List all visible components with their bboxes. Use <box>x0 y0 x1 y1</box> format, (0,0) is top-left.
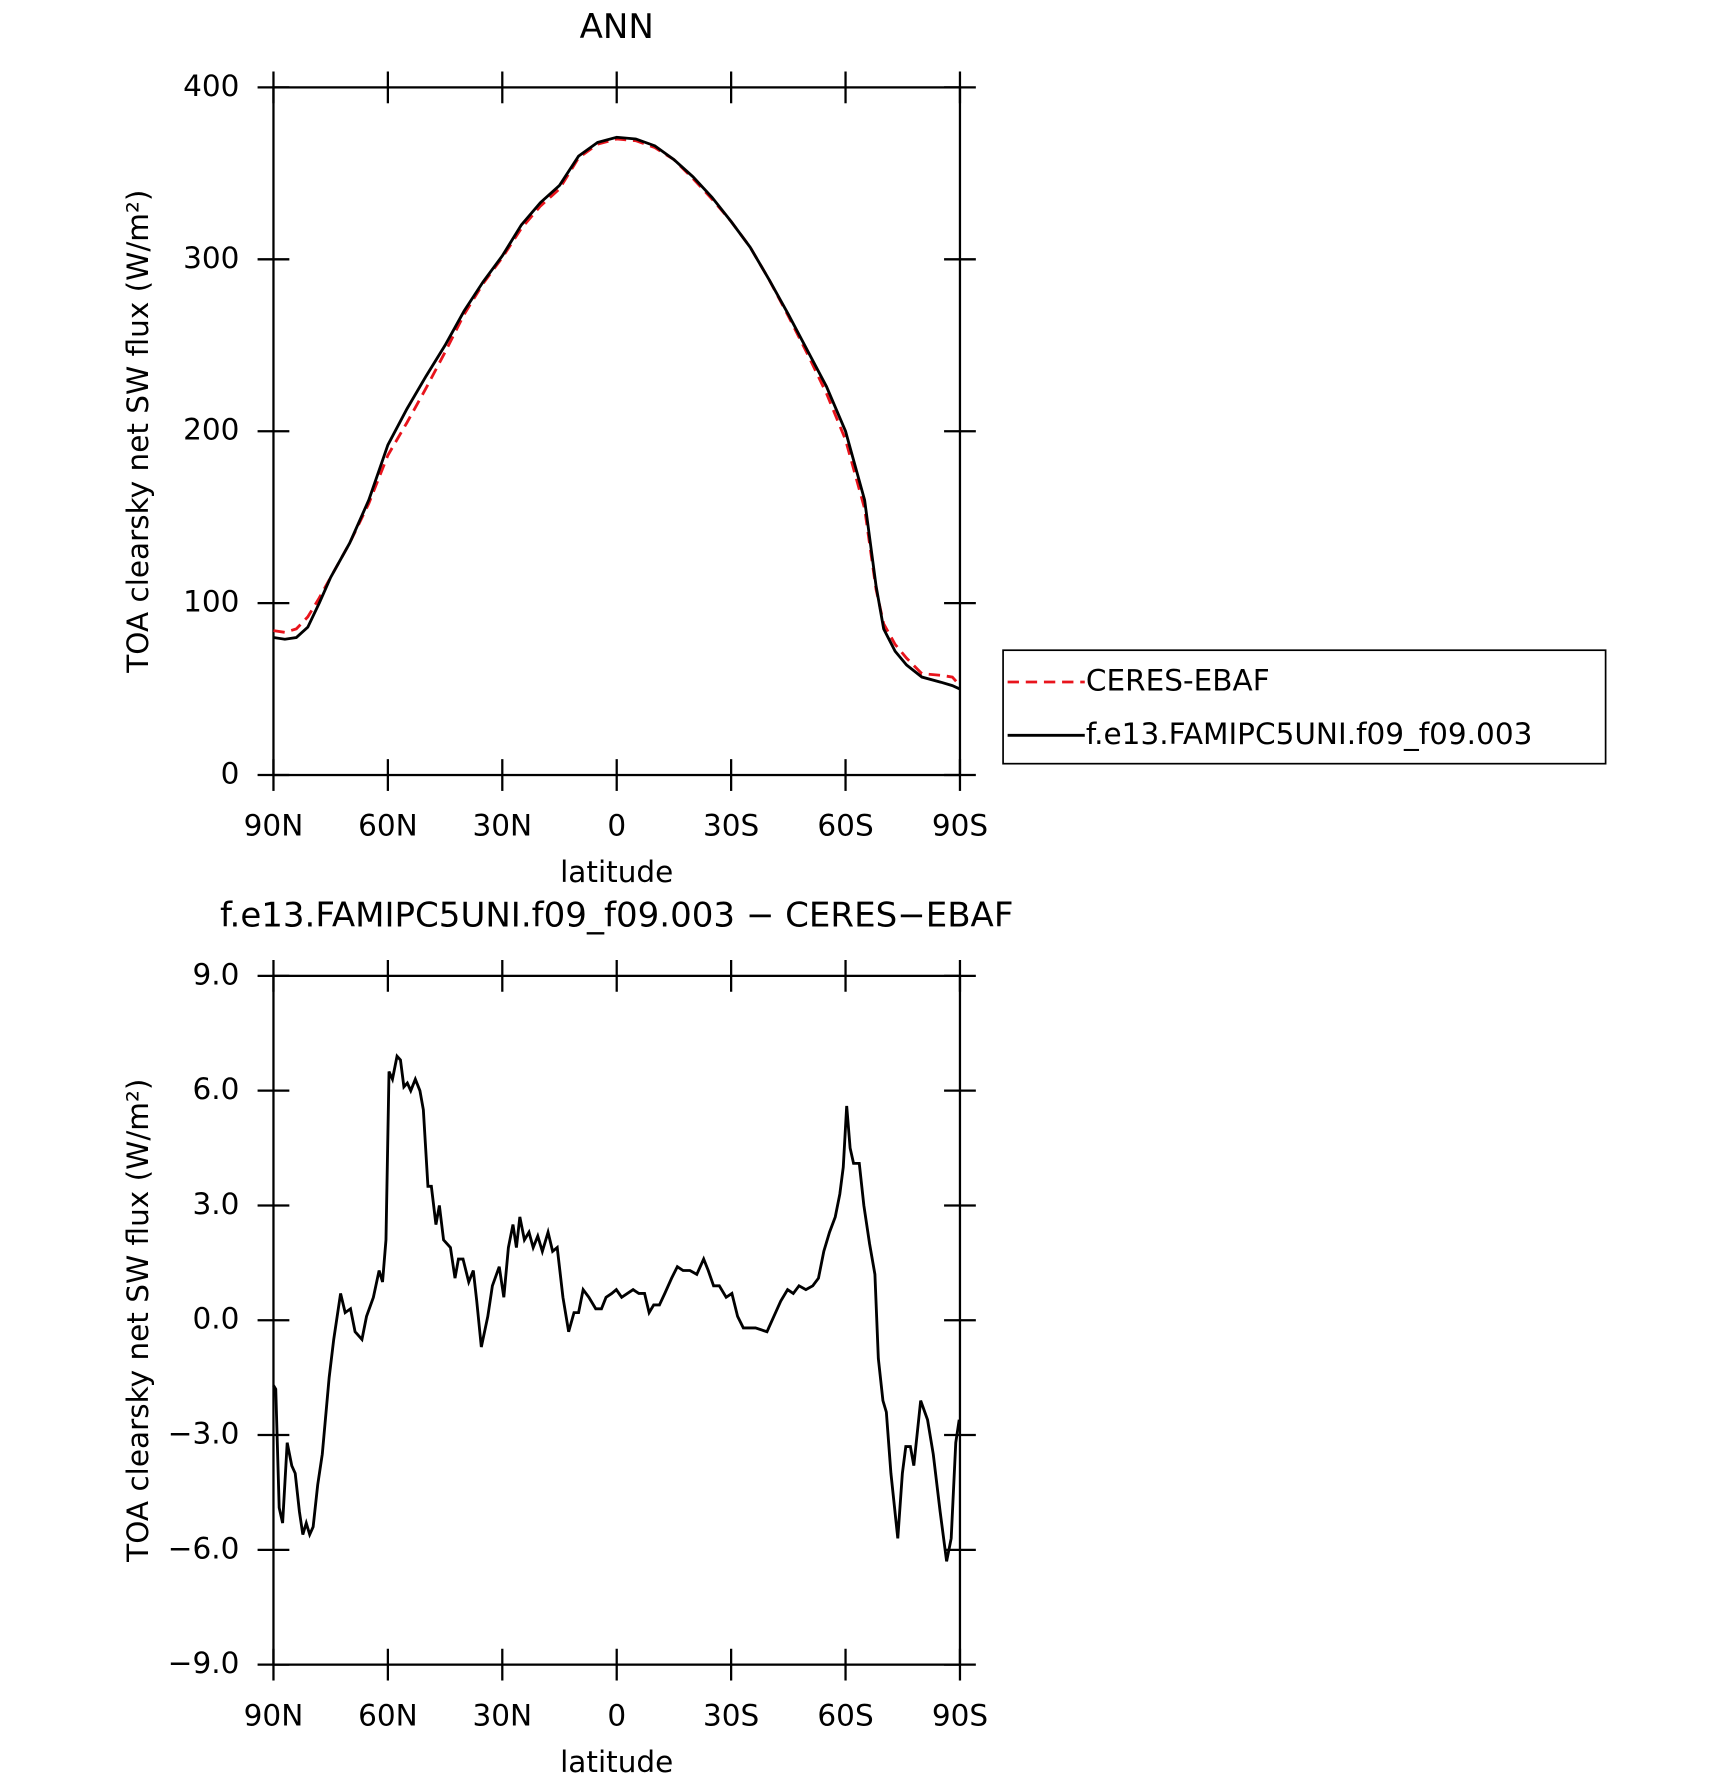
series-line <box>272 1053 961 1562</box>
x-axis-label: latitude <box>560 855 673 889</box>
chart-title: ANN <box>580 7 654 47</box>
x-tick-label: 30N <box>472 809 532 843</box>
x-tick-label: 90N <box>244 809 304 843</box>
series-line <box>273 137 962 687</box>
x-tick-label: 30S <box>703 1698 759 1732</box>
y-tick-label: −6.0 <box>168 1531 240 1565</box>
x-tick-label: 60S <box>817 1698 873 1732</box>
legend-label: f.e13.FAMIPC5UNI.f09_f09.003 <box>1086 717 1532 751</box>
y-tick-label: −3.0 <box>168 1417 240 1451</box>
y-tick-label: 9.0 <box>193 957 240 991</box>
y-tick-label: 6.0 <box>193 1072 240 1106</box>
y-axis-label: TOA clearsky net SW flux (W/m²) <box>121 1079 155 1563</box>
y-axis-label: TOA clearsky net SW flux (W/m²) <box>121 190 155 674</box>
y-tick-label: 400 <box>183 69 239 103</box>
x-tick-label: 30N <box>472 1698 532 1732</box>
plot-frame <box>272 974 962 1666</box>
x-tick-label: 90S <box>932 1698 988 1732</box>
x-tick-label: 60N <box>358 1698 418 1732</box>
chart-title: f.e13.FAMIPC5UNI.f09_f09.003 − CERES−EBA… <box>220 895 1013 935</box>
x-tick-label: 90N <box>244 1698 304 1732</box>
legend-label: CERES-EBAF <box>1086 663 1270 697</box>
y-tick-label: 3.0 <box>193 1187 240 1221</box>
y-tick-label: 100 <box>183 585 239 619</box>
y-tick-label: −9.0 <box>168 1646 240 1680</box>
x-tick-label: 0 <box>607 1698 626 1732</box>
legend-box <box>1002 649 1607 765</box>
y-tick-label: 0 <box>221 757 240 791</box>
x-tick-label: 60S <box>817 809 873 843</box>
x-tick-label: 0 <box>607 809 626 843</box>
x-tick-label: 30S <box>703 809 759 843</box>
y-tick-label: 0.0 <box>193 1302 240 1336</box>
plot-frame <box>272 86 962 777</box>
y-tick-label: 300 <box>183 241 239 275</box>
x-axis-label: latitude <box>560 1745 673 1777</box>
series-line <box>273 135 961 691</box>
x-tick-label: 90S <box>932 809 988 843</box>
y-tick-label: 200 <box>183 413 239 447</box>
x-tick-label: 60N <box>358 809 418 843</box>
